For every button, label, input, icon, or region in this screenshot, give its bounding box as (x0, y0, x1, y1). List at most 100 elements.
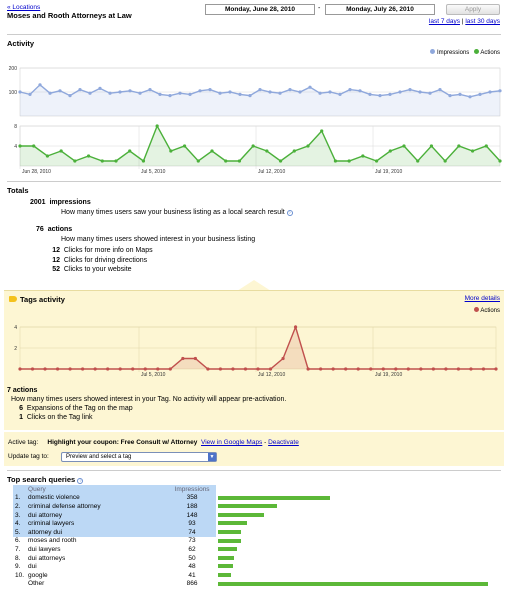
help-icon[interactable]: ? (286, 210, 293, 216)
data-point (141, 159, 146, 163)
data-point (168, 94, 172, 98)
end-date-field[interactable]: Monday, July 26, 2010 (325, 4, 435, 15)
data-point (388, 149, 392, 153)
data-point (468, 95, 472, 99)
query-bar-cell (216, 494, 498, 503)
data-point (128, 149, 132, 153)
data-point (328, 90, 332, 94)
preset-separator: | (461, 18, 464, 25)
data-point (45, 154, 50, 158)
query-impressions: 358 (168, 493, 217, 503)
data-point (288, 88, 292, 92)
data-point (118, 367, 122, 371)
data-point (138, 91, 142, 95)
breakdown-item: 52 Clicks to your website (46, 266, 153, 276)
query-rank: 1. (13, 493, 27, 503)
data-point (100, 159, 104, 163)
data-point (143, 367, 147, 371)
data-point (193, 356, 197, 361)
data-point (278, 91, 282, 95)
data-point (181, 356, 185, 361)
data-point (108, 91, 112, 95)
actions-description: How many times users showed interest in … (61, 236, 256, 243)
data-point (402, 144, 406, 148)
data-point (481, 367, 486, 371)
query-bar-cell (216, 502, 498, 511)
legend-dot-impressions (430, 49, 436, 54)
impressions-header: Impressions (168, 485, 217, 494)
table-row: 4. criminal lawyers 93 (13, 519, 498, 528)
series-area (20, 84, 500, 116)
apply-button[interactable]: Apply (446, 4, 500, 15)
y-tick-label: 2 (14, 346, 17, 352)
tags-chart: 4 2 Jul 5, 2010 Jul 12, 2010 Jul 19, 2010 (14, 324, 498, 378)
data-point (438, 88, 442, 92)
breakdown-label: Clicks for driving directions (63, 256, 148, 264)
data-point (28, 92, 32, 96)
totals-title: Totals (7, 186, 29, 195)
data-point (73, 159, 77, 163)
tags-chart-svg: 4 2 Jul 5, 2010 Jul 12, 2010 Jul 19, 2010 (14, 324, 498, 378)
view-in-google-maps-link[interactable]: View in Google Maps (201, 439, 263, 446)
data-point (265, 149, 269, 153)
data-point (30, 367, 35, 371)
divider (7, 34, 501, 35)
query-text: dui attorneys (28, 554, 66, 562)
tag-select[interactable]: Preview and select a tag ▼ (61, 452, 217, 462)
query-impressions: 62 (188, 545, 196, 553)
top-queries-title-text: Top search queries (7, 475, 76, 484)
activity-charts: 200 100 8 4 Jun 28, 2010 Jul 5, 2010 Jul 12, … (9, 66, 502, 175)
data-point (38, 83, 42, 87)
query-rank (13, 580, 26, 589)
data-point (456, 367, 461, 371)
tag-breakdown-label: Expansions of the Tag on the map (26, 405, 133, 412)
data-point (148, 88, 152, 92)
data-point (448, 94, 452, 98)
data-point (118, 90, 122, 94)
data-point (251, 144, 255, 148)
impressions-desc-text: How many times users saw your business l… (61, 209, 285, 216)
data-point (494, 367, 498, 371)
data-point (58, 89, 62, 93)
tag-icon (9, 296, 17, 302)
last-7-days-link[interactable]: last 7 days (428, 18, 460, 25)
data-point (394, 367, 398, 371)
series-line (20, 124, 501, 163)
legend-tag-actions: Actions (480, 308, 500, 314)
help-icon[interactable]: ? (77, 478, 84, 484)
data-point (106, 367, 110, 371)
data-point (278, 159, 283, 163)
data-point (361, 154, 365, 158)
data-point (488, 90, 492, 94)
more-details-link[interactable]: More details (464, 295, 500, 302)
query-bar-cell (216, 528, 498, 537)
data-point (231, 367, 235, 371)
data-point (198, 89, 202, 93)
data-point (68, 94, 72, 98)
deactivate-link[interactable]: Deactivate (268, 439, 299, 446)
top-queries-title: Top search queries ? (7, 475, 84, 484)
breakdown-item: 12 Clicks for driving directions (46, 257, 153, 267)
breakdown-label: Clicks for more info on Maps (63, 247, 153, 254)
x-tick-label: Jul 5, 2010 (141, 372, 166, 378)
tag-breakdown-item: 6 Expansions of the Tag on the map (15, 405, 133, 414)
data-point (416, 159, 420, 163)
last-30-days-link[interactable]: last 30 days (465, 18, 500, 25)
data-point (443, 159, 447, 163)
query-bar (218, 512, 265, 517)
data-point (428, 91, 432, 95)
start-date-field[interactable]: Monday, June 28, 2010 (205, 4, 315, 15)
breakdown-item: 12 Clicks for more info on Maps (46, 247, 153, 257)
data-point (431, 367, 435, 371)
data-point (188, 92, 192, 96)
table-row: Other 866 (13, 580, 498, 589)
data-point (248, 94, 252, 98)
query-bar-cell (216, 545, 498, 554)
data-point (457, 144, 461, 148)
back-to-locations-link[interactable]: « Locations (7, 4, 41, 11)
query-bar (218, 521, 248, 526)
tag-actions-label: actions (12, 387, 38, 394)
legend-actions: Actions (480, 50, 500, 56)
x-tick-label: Jul 19, 2010 (375, 169, 402, 175)
query-bar (218, 504, 278, 509)
